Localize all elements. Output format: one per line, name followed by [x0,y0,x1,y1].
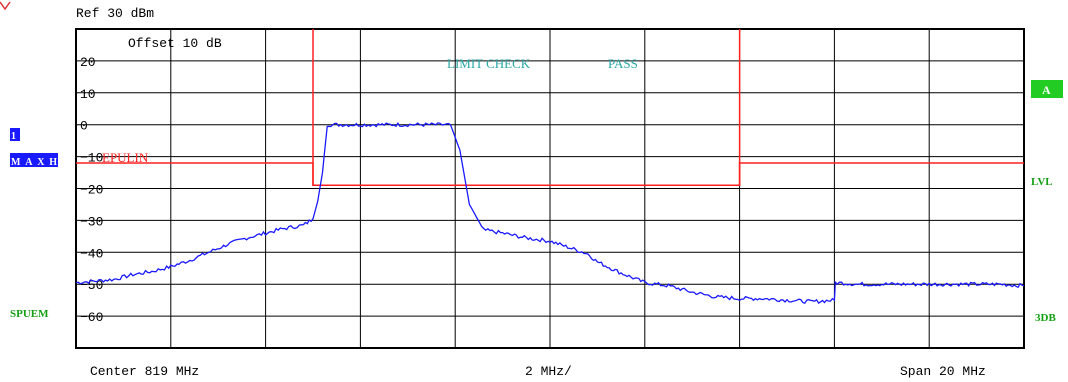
marker-v-icon [0,1,11,11]
grid-lines [76,29,1024,348]
threedb-label: 3DB [1035,312,1056,324]
limit-check-label: LIMIT CHECK [447,56,531,71]
y-tick-label: 20 [80,55,96,70]
span-per-division-label: 2 MHz/ [525,364,572,379]
limit-line-group [76,29,1024,187]
y-tick-label: −60 [80,310,103,325]
y-tick-label: −10 [80,151,103,166]
y-tick-label: 0 [80,119,88,134]
trace-number-label: 1 [11,131,16,142]
trace-number-badge [10,128,20,141]
y-tick-label: −40 [80,246,103,261]
offset-label: Offset 10 dB [128,36,222,51]
y-tick-label: −20 [80,183,103,198]
limit-check-result: PASS [608,56,638,71]
y-tick-label: 10 [80,87,96,102]
trace-group [75,121,1025,305]
ref-level-label: Ref 30 dBm [76,6,154,21]
trace-mode-badge [10,153,58,167]
limit-line-name: EPULIN [102,150,149,165]
span-label: Span 20 MHz [900,364,986,379]
trace-a-badge [1031,80,1063,98]
center-frequency-label: Center 819 MHz [90,364,199,379]
level-label: LVL [1031,176,1053,188]
sweep-mode-label: SPUEM [10,308,49,320]
y-tick-label: −30 [80,214,103,229]
trace-a-label: A [1042,83,1051,97]
trace-line [75,121,1025,305]
